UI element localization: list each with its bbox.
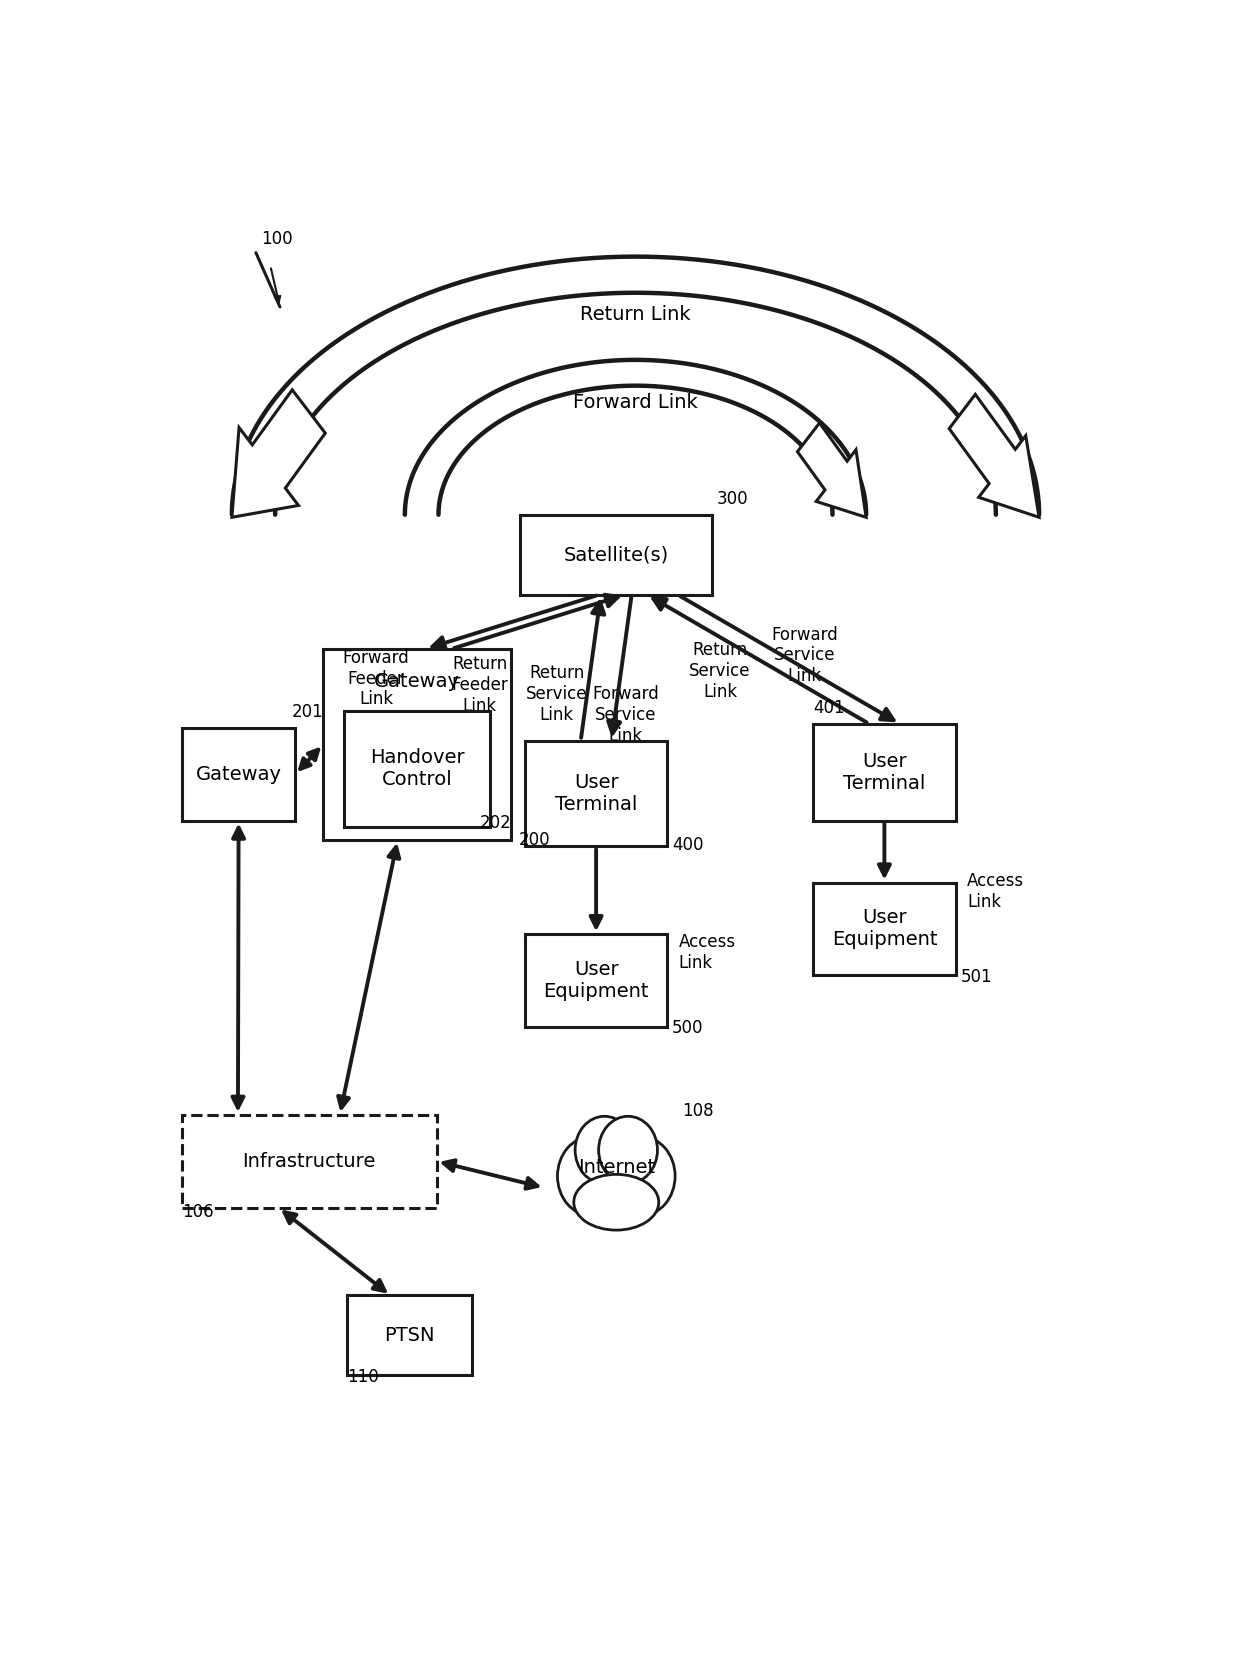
Text: 110: 110	[347, 1368, 379, 1386]
Text: Access
Link: Access Link	[678, 934, 735, 972]
Text: User
Terminal: User Terminal	[843, 751, 925, 793]
FancyBboxPatch shape	[324, 649, 511, 840]
Text: Internet: Internet	[578, 1158, 655, 1177]
Text: 201: 201	[291, 704, 324, 721]
Ellipse shape	[558, 1136, 625, 1215]
Text: User
Terminal: User Terminal	[556, 773, 637, 815]
FancyBboxPatch shape	[182, 1115, 436, 1208]
Text: 501: 501	[960, 967, 992, 985]
Ellipse shape	[575, 1116, 634, 1183]
Text: Return
Service
Link: Return Service Link	[526, 664, 588, 724]
FancyBboxPatch shape	[525, 741, 667, 846]
Ellipse shape	[599, 1116, 657, 1183]
FancyBboxPatch shape	[347, 1296, 472, 1376]
FancyBboxPatch shape	[813, 883, 956, 975]
FancyBboxPatch shape	[525, 934, 667, 1027]
FancyBboxPatch shape	[521, 515, 713, 595]
Text: Forward
Service
Link: Forward Service Link	[593, 685, 660, 744]
Polygon shape	[232, 391, 325, 518]
Text: 500: 500	[672, 1019, 703, 1037]
Text: User
Equipment: User Equipment	[832, 908, 937, 950]
Text: Handover
Control: Handover Control	[370, 749, 465, 789]
Text: Return
Feeder
Link: Return Feeder Link	[451, 655, 508, 716]
Text: 106: 106	[182, 1203, 213, 1220]
Text: User
Equipment: User Equipment	[543, 960, 649, 1001]
Ellipse shape	[574, 1175, 658, 1230]
Text: 100: 100	[260, 230, 293, 248]
FancyBboxPatch shape	[813, 724, 956, 821]
FancyBboxPatch shape	[182, 727, 295, 821]
Text: Satellite(s): Satellite(s)	[564, 545, 668, 565]
Text: Infrastructure: Infrastructure	[243, 1151, 376, 1172]
Ellipse shape	[608, 1136, 675, 1215]
Polygon shape	[797, 422, 866, 518]
Text: 108: 108	[682, 1103, 713, 1120]
Text: Gateway: Gateway	[374, 672, 460, 691]
Text: Access
Link: Access Link	[967, 872, 1024, 912]
Text: Return Link: Return Link	[580, 305, 691, 323]
Text: 300: 300	[717, 491, 749, 508]
Text: Forward Link: Forward Link	[573, 392, 698, 412]
Text: 401: 401	[813, 699, 844, 717]
Text: 200: 200	[518, 831, 549, 850]
Text: Return
Service
Link: Return Service Link	[689, 640, 750, 701]
Ellipse shape	[577, 1135, 656, 1229]
Text: Forward
Feeder
Link: Forward Feeder Link	[342, 649, 409, 709]
Text: PTSN: PTSN	[384, 1326, 435, 1344]
Text: Forward
Service
Link: Forward Service Link	[771, 625, 838, 685]
Text: 400: 400	[672, 836, 703, 855]
Polygon shape	[949, 394, 1039, 518]
Text: 202: 202	[480, 815, 512, 833]
FancyBboxPatch shape	[345, 711, 490, 826]
Text: Gateway: Gateway	[196, 764, 281, 784]
